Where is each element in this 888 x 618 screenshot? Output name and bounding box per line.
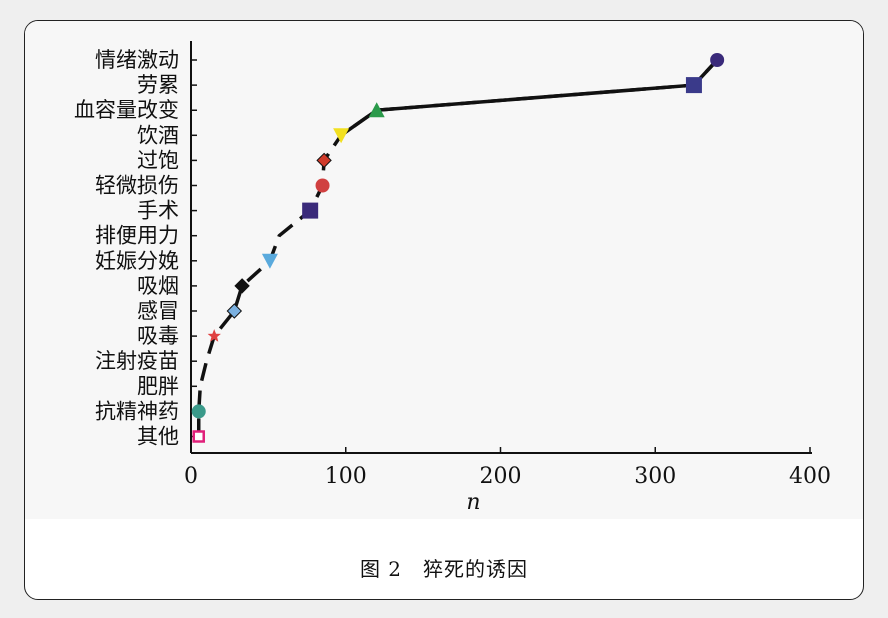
data-point — [710, 53, 725, 67]
data-point — [191, 404, 206, 419]
y-tick-label: 注射疫苗 — [95, 349, 179, 373]
series-line — [196, 58, 719, 437]
data-point — [226, 303, 243, 319]
y-tick-label: 血容量改变 — [74, 98, 179, 122]
x-tick-label: 0 — [184, 464, 198, 489]
data-point — [234, 278, 250, 294]
data-point — [261, 253, 278, 269]
y-tick-label: 抗精神药 — [95, 399, 179, 423]
data-point — [685, 77, 702, 94]
y-tick-label: 劳累 — [137, 73, 179, 97]
y-tick-label: 其他 — [137, 425, 179, 449]
y-tick-label: 轻微损伤 — [95, 174, 179, 198]
data-point — [192, 430, 205, 443]
y-tick-label: 饮酒 — [137, 123, 179, 147]
data-point — [315, 178, 330, 193]
data-point — [316, 152, 332, 169]
y-tick-label: 情绪激动 — [95, 48, 179, 72]
x-tick-label: 100 — [325, 464, 367, 489]
figure-caption: 图 2 猝死的诱因 — [359, 557, 529, 581]
data-point — [368, 102, 385, 118]
x-axis-title: n — [466, 490, 480, 515]
x-tick-label: 400 — [789, 464, 831, 489]
figure-card: 0 100 200 300 400 n 其他 抗精神药 肥胖 注射疫苗 吸毒 感冒 吸烟 妊娠分娩 排便用力… — [24, 20, 864, 600]
y-tick-label: 吸毒 — [137, 324, 179, 348]
y-tick-label: 肥胖 — [137, 374, 179, 398]
x-tick-label: 300 — [634, 464, 676, 489]
series-line-solid — [340, 58, 719, 137]
y-tick-label: 手术 — [137, 199, 179, 223]
y-tick-label: 感冒 — [137, 299, 179, 323]
y-tick-label: 妊娠分娩 — [95, 249, 179, 273]
data-point — [302, 202, 319, 219]
data-point — [207, 329, 221, 342]
y-tick-label: 吸烟 — [137, 274, 179, 298]
y-tick-label: 排便用力 — [95, 224, 179, 248]
x-tick-label: 200 — [480, 464, 522, 489]
data-point — [333, 128, 350, 144]
y-tick-label: 过饱 — [137, 148, 179, 172]
trigger-chart: 0 100 200 300 400 n 其他抗精神药肥胖注射疫苗吸毒感冒吸烟妊娠分娩排便用力… — [74, 41, 831, 515]
